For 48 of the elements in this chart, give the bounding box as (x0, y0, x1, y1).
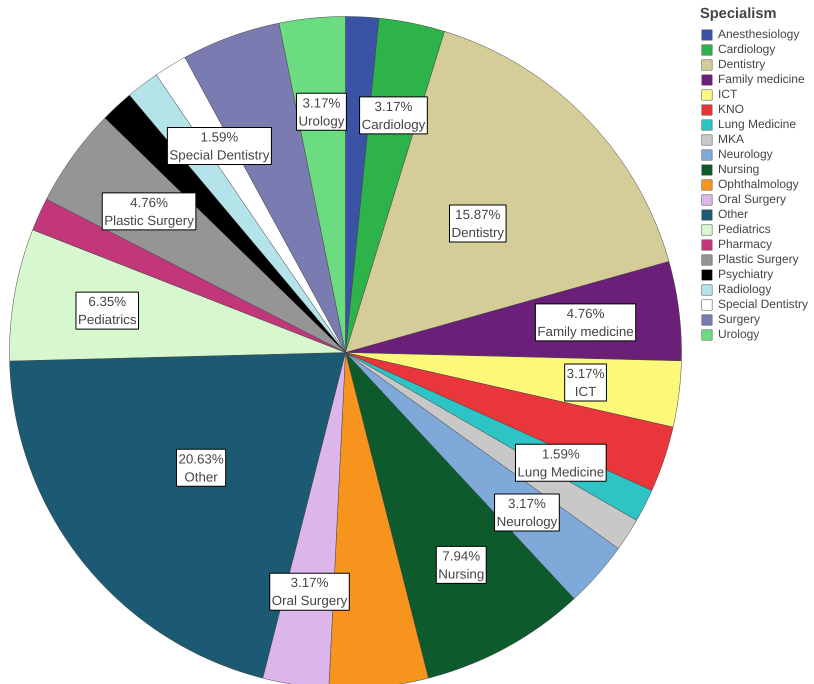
legend-label: Oral Surgery (718, 192, 786, 206)
legend-label: Ophthalmology (718, 177, 799, 191)
legend-label: MKA (718, 132, 744, 146)
legend-label: Special Dentistry (718, 297, 808, 311)
data-label: 1.59% (200, 130, 238, 145)
legend-title: Specialism (700, 6, 778, 22)
legend-label: Urology (718, 327, 760, 341)
legend-label: Other (718, 207, 748, 221)
data-label: 3.17% (566, 366, 605, 382)
legend-label: Cardiology (718, 42, 776, 56)
legend-label: Neurology (718, 147, 773, 161)
slice-label: Cardiology (362, 116, 426, 132)
legend-label: Surgery (718, 312, 760, 326)
legend-label: Psychiatry (718, 267, 774, 281)
slice-label: Special Dentistry (169, 148, 270, 163)
slice-label: Plastic Surgery (104, 212, 194, 228)
data-label: 3.17% (374, 98, 412, 114)
slice-label: Urology (298, 113, 345, 128)
slice-label: Oral Surgery (272, 593, 348, 608)
data-label: 7.94% (442, 548, 480, 564)
slice-label: Nursing (438, 566, 484, 582)
data-label: 6.35% (88, 294, 126, 310)
data-label: 20.63% (178, 451, 224, 466)
data-label: 4.76% (130, 194, 168, 210)
legend-label: Pediatrics (718, 222, 771, 236)
legend-label: Nursing (718, 162, 760, 176)
slice-label: Dentistry (451, 224, 504, 240)
legend-label: ICT (718, 87, 738, 101)
legend-label: Family medicine (718, 72, 805, 86)
data-label: 3.17% (508, 496, 546, 512)
slice-label: Neurology (496, 514, 558, 530)
legend-label: Pharmacy (718, 237, 772, 251)
slice-label: ICT (574, 384, 596, 400)
data-label: 4.76% (566, 306, 605, 321)
data-label: 1.59% (542, 446, 580, 462)
legend-label: Dentistry (718, 57, 766, 71)
data-label: 3.17% (302, 95, 340, 110)
slice-label: Family medicine (537, 324, 634, 339)
legend-label: KNO (718, 102, 744, 116)
data-label: 3.17% (290, 575, 329, 590)
legend-label: Anesthesiology (718, 27, 800, 41)
legend-label: Radiology (718, 282, 772, 296)
slice-label: Lung Medicine (517, 464, 604, 480)
slice-label: Pediatrics (78, 312, 137, 328)
legend-label: Plastic Surgery (718, 252, 799, 266)
legend-label: Lung Medicine (718, 117, 796, 131)
data-label: 15.87% (455, 206, 501, 222)
slice-label: Other (184, 469, 218, 484)
